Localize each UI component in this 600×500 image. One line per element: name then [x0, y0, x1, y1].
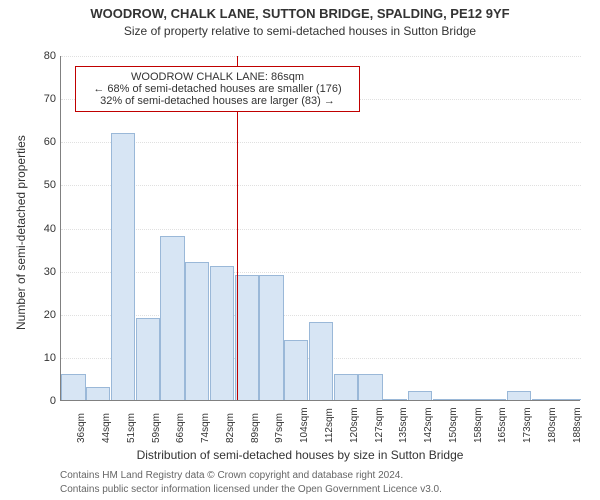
- histogram-bar: [136, 318, 160, 400]
- histogram-bar: [383, 399, 407, 400]
- grid-line: [61, 142, 581, 143]
- x-tick-label: 120sqm: [349, 407, 360, 443]
- x-tick-label: 82sqm: [225, 413, 236, 443]
- histogram-bar: [556, 399, 580, 400]
- y-axis-label: Number of semi-detached properties: [14, 135, 28, 330]
- grid-line: [61, 185, 581, 186]
- x-tick-label: 44sqm: [101, 413, 112, 443]
- license-line-2: Contains public sector information licen…: [60, 484, 442, 495]
- y-tick-label: 80: [32, 50, 56, 62]
- histogram-bar: [111, 133, 135, 400]
- x-tick-label: 135sqm: [398, 407, 409, 443]
- chart-container: WOODROW, CHALK LANE, SUTTON BRIDGE, SPAL…: [0, 0, 600, 500]
- histogram-bar: [235, 275, 259, 400]
- reference-annotation: WOODROW CHALK LANE: 86sqm← 68% of semi-d…: [75, 66, 360, 112]
- histogram-bar: [185, 262, 209, 400]
- histogram-bar: [309, 322, 333, 400]
- x-tick-label: 165sqm: [497, 407, 508, 443]
- y-tick-label: 40: [32, 223, 56, 235]
- histogram-bar: [86, 387, 110, 400]
- chart-subtitle: Size of property relative to semi-detach…: [0, 24, 600, 38]
- x-tick-label: 36sqm: [76, 413, 87, 443]
- histogram-bar: [259, 275, 283, 400]
- x-tick-label: 150sqm: [448, 407, 459, 443]
- y-tick-label: 60: [32, 136, 56, 148]
- histogram-bar: [507, 391, 531, 400]
- y-tick-label: 30: [32, 266, 56, 278]
- x-tick-label: 104sqm: [299, 407, 310, 443]
- x-axis-label: Distribution of semi-detached houses by …: [0, 448, 600, 462]
- chart-title: WOODROW, CHALK LANE, SUTTON BRIDGE, SPAL…: [0, 6, 600, 21]
- grid-line: [61, 315, 581, 316]
- y-tick-label: 0: [32, 395, 56, 407]
- histogram-bar: [408, 391, 432, 400]
- x-tick-label: 59sqm: [151, 413, 162, 443]
- grid-line: [61, 272, 581, 273]
- histogram-bar: [532, 399, 556, 400]
- x-tick-label: 180sqm: [547, 407, 558, 443]
- grid-line: [61, 56, 581, 57]
- x-tick-label: 66sqm: [175, 413, 186, 443]
- histogram-bar: [482, 399, 506, 400]
- x-tick-label: 158sqm: [473, 407, 484, 443]
- y-tick-label: 70: [32, 93, 56, 105]
- x-tick-label: 173sqm: [522, 407, 533, 443]
- histogram-bar: [433, 399, 457, 400]
- x-tick-label: 89sqm: [250, 413, 261, 443]
- annot-line-3: 32% of semi-detached houses are larger (…: [82, 95, 353, 107]
- x-tick-label: 142sqm: [423, 407, 434, 443]
- x-tick-label: 51sqm: [126, 413, 137, 443]
- x-tick-label: 74sqm: [200, 413, 211, 443]
- x-tick-label: 127sqm: [374, 407, 385, 443]
- annot-line-1: WOODROW CHALK LANE: 86sqm: [82, 71, 353, 83]
- x-tick-label: 112sqm: [324, 408, 335, 443]
- y-tick-label: 10: [32, 352, 56, 364]
- x-tick-label: 188sqm: [572, 407, 583, 443]
- histogram-bar: [160, 236, 184, 400]
- histogram-bar: [61, 374, 85, 400]
- y-tick-label: 20: [32, 309, 56, 321]
- histogram-bar: [210, 266, 234, 400]
- x-tick-label: 97sqm: [274, 413, 285, 443]
- annot-line-2: ← 68% of semi-detached houses are smalle…: [82, 83, 353, 95]
- y-tick-label: 50: [32, 179, 56, 191]
- grid-line: [61, 229, 581, 230]
- license-line-1: Contains HM Land Registry data © Crown c…: [60, 470, 403, 481]
- histogram-bar: [284, 340, 308, 400]
- histogram-bar: [457, 399, 481, 400]
- histogram-bar: [334, 374, 358, 400]
- histogram-bar: [358, 374, 382, 400]
